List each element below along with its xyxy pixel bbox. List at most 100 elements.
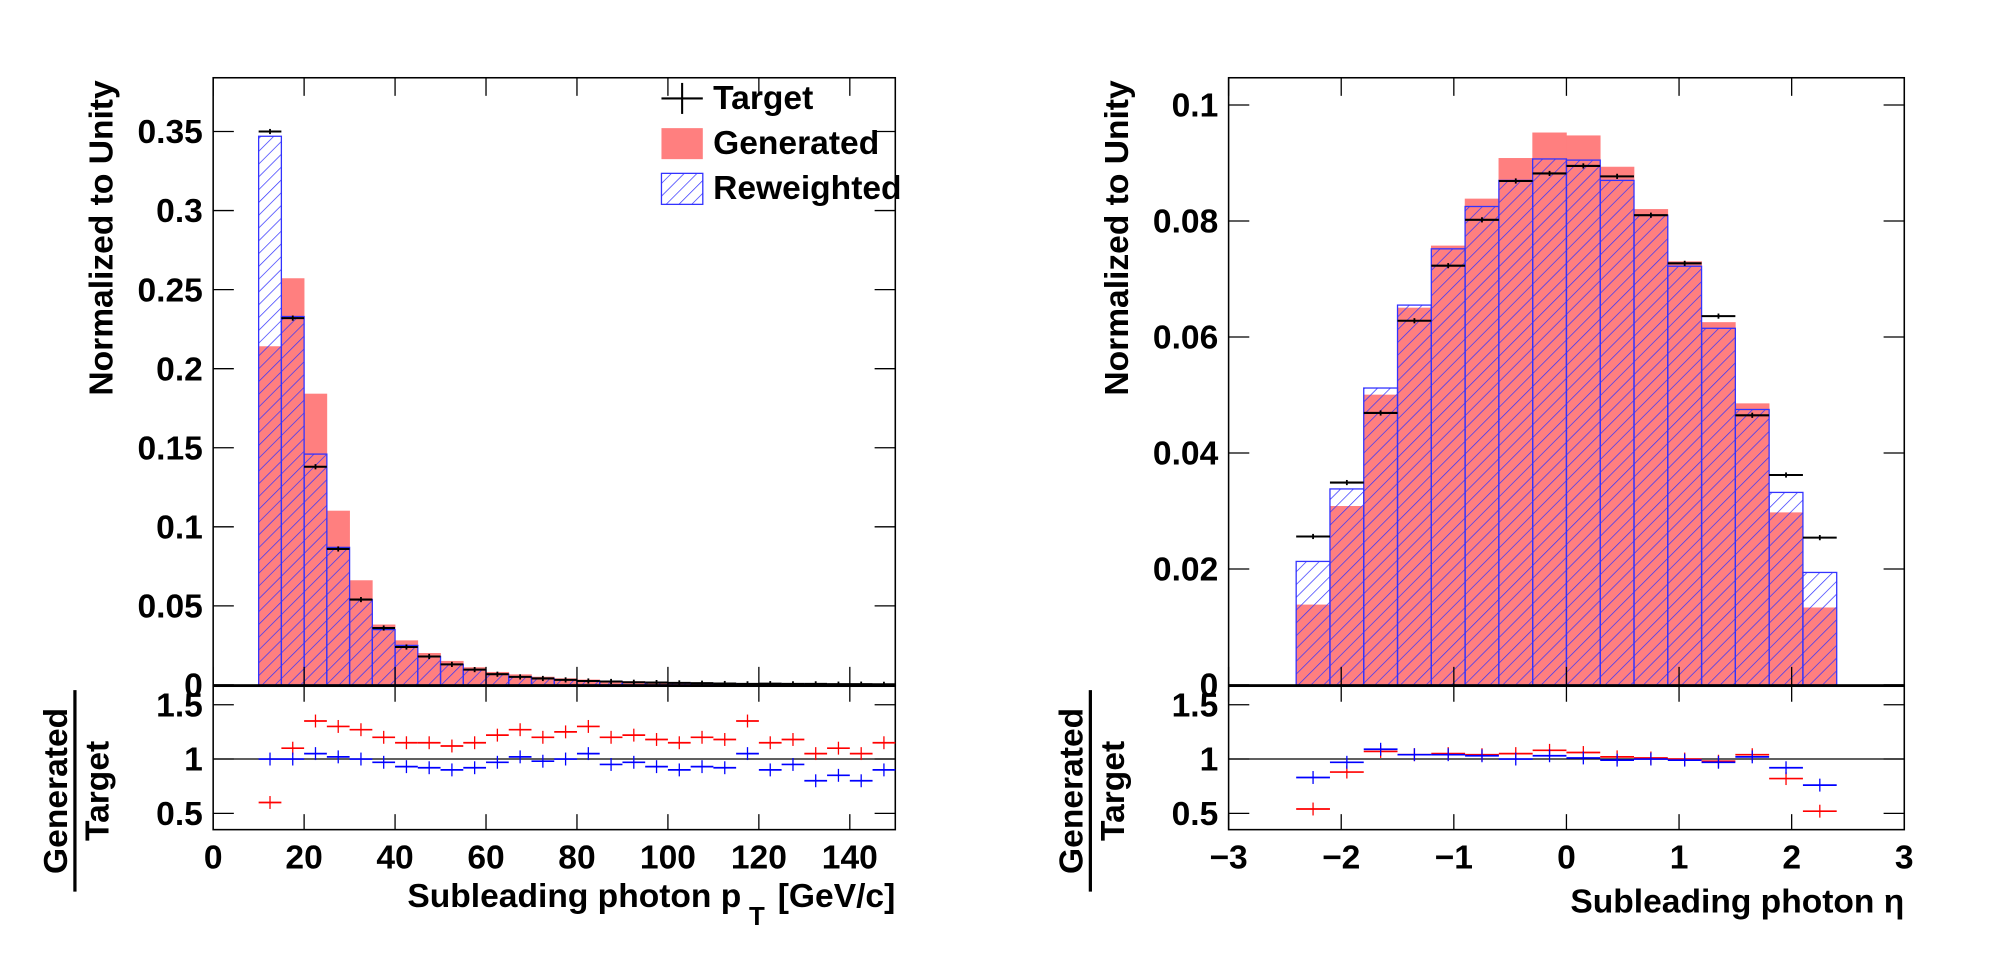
data-point: [1431, 263, 1466, 269]
bar: [417, 655, 442, 686]
ratio-point: [690, 730, 714, 744]
ratio-point: [1296, 802, 1330, 816]
data-point: [1769, 472, 1803, 478]
y-tick-label: 0.1: [1172, 88, 1219, 125]
y-tick-label: 0.1: [156, 509, 203, 546]
ratio-point: [372, 755, 396, 769]
bar: [1734, 408, 1770, 686]
data-point: [1532, 170, 1567, 177]
ratio-point: [417, 761, 441, 775]
ratio-point: [1431, 748, 1466, 762]
ratio-point: [463, 736, 487, 750]
ratio-point: [804, 774, 828, 788]
data-point: [1600, 173, 1635, 179]
bar: [1700, 327, 1737, 686]
x-tick-label: 3: [1895, 839, 1914, 876]
ratio-point: [736, 747, 759, 761]
ratio-point: [440, 739, 464, 753]
ratio-point: [827, 768, 850, 782]
ratio-point: [554, 725, 577, 739]
ratio-title-denominator: Target: [80, 741, 117, 841]
ratio-point: [508, 723, 532, 737]
data-point: [1735, 412, 1770, 418]
ratio-point: [1802, 804, 1837, 818]
ratio-point: [1735, 750, 1770, 764]
ratio-point: [486, 755, 509, 769]
ratio-y-tick-label: 0.5: [1172, 796, 1219, 833]
ratio-point: [645, 760, 668, 774]
ratio-y-tick-label: 0.5: [156, 796, 203, 833]
data-point: [1802, 535, 1837, 541]
bar: [257, 135, 283, 686]
ratio-point: [531, 730, 555, 744]
data-point: [304, 464, 327, 470]
ratio-frame: [212, 685, 897, 831]
y-tick-label: 0.2: [156, 351, 203, 388]
x-tick-label: 80: [558, 839, 595, 876]
ratio-point: [599, 758, 623, 771]
ratio-point: [599, 730, 623, 744]
legend-entry: Reweighted: [660, 170, 902, 207]
y-tick-label: 0.08: [1153, 204, 1218, 241]
ratio-point: [758, 763, 782, 777]
data-point: [1566, 163, 1601, 169]
x-tick-label: 140: [822, 839, 878, 876]
y-axis-title: Normalized to Unity: [83, 80, 120, 396]
bar: [1599, 179, 1635, 686]
plot-frame: [212, 76, 897, 686]
bar: [1633, 214, 1669, 686]
y-tick-label: 0.02: [1153, 552, 1218, 589]
ratio-point: [281, 741, 305, 755]
legend-label: Generated: [713, 125, 879, 162]
bar: [1667, 265, 1703, 686]
ratio-point: [1600, 753, 1635, 767]
ratio-point: [1701, 755, 1736, 769]
data-point: [1498, 178, 1533, 184]
data-point: [1397, 318, 1432, 324]
x-tick-label: −2: [1322, 839, 1360, 876]
x-tick-label: 0: [204, 839, 223, 876]
data-point: [1634, 212, 1668, 218]
ratio-point: [758, 736, 782, 750]
ratio-point: [713, 761, 737, 775]
ratio-point: [486, 728, 509, 742]
data-point: [1465, 217, 1499, 223]
ratio-point: [872, 763, 896, 777]
ratio-point: [1363, 742, 1398, 756]
ratio-point: [622, 755, 646, 769]
y-tick-label: 0.05: [137, 589, 202, 626]
ratio-point: [463, 761, 487, 775]
data-point: [326, 546, 350, 552]
data-point: [463, 667, 487, 673]
ratio-point: [258, 796, 282, 809]
x-axis-title-sub: T: [749, 903, 765, 931]
ratio-point: [690, 760, 714, 774]
ratio-point: [326, 750, 350, 764]
bar: [1396, 304, 1432, 686]
data-point: [554, 677, 577, 683]
ratio-point: [645, 733, 668, 746]
y-tick-label: 0: [184, 668, 203, 705]
ratio-title-numerator: Generated: [38, 708, 75, 874]
ratio-point: [1532, 749, 1567, 763]
ratio-point: [258, 752, 282, 766]
ratio-point: [1769, 772, 1803, 786]
bar: [1532, 158, 1568, 686]
ratio-point: [395, 760, 418, 774]
ratio-point: [554, 752, 577, 766]
data-point: [576, 678, 600, 684]
data-point: [258, 128, 282, 135]
x-tick-label: −3: [1209, 839, 1247, 876]
ratio-point: [713, 733, 737, 746]
ratio-point: [849, 747, 873, 761]
ratio-point: [349, 723, 373, 737]
ratio-point: [440, 763, 464, 777]
ratio-point: [1296, 771, 1330, 784]
x-tick-label: 60: [467, 839, 504, 876]
legend-label: Target: [713, 80, 813, 117]
ratio-title-denominator: Target: [1095, 741, 1132, 841]
bar: [1363, 387, 1399, 686]
data-point: [281, 315, 305, 321]
